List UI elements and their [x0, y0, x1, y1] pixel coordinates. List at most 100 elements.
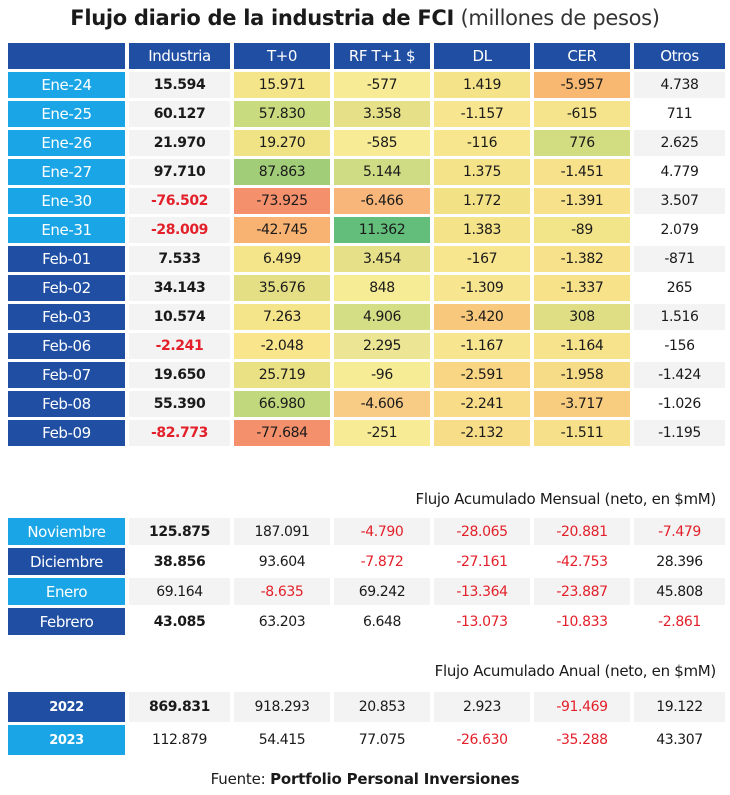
- row-date-label: Ene-30: [8, 188, 125, 214]
- daily-row: Feb-01 7.533 6.499 3.454 -167 -1.382 -871: [8, 246, 725, 272]
- row-date-label: Feb-06: [8, 333, 125, 359]
- monthly-value: -27.161: [434, 548, 530, 575]
- otros-value: 4.779: [634, 159, 725, 185]
- source-name: Portfolio Personal Inversiones: [270, 770, 520, 788]
- annual-value: 20.853: [334, 692, 430, 722]
- header-rf-t1: RF T+1 $: [334, 43, 430, 69]
- annual-period-label: 2022: [8, 692, 125, 722]
- row-date-label: Feb-03: [8, 304, 125, 330]
- annual-row: 2023 112.879 54.415 77.075 -26.630 -35.288 43.…: [8, 725, 725, 755]
- monthly-value: -20.881: [534, 518, 630, 545]
- monthly-period-label: Noviembre: [8, 518, 125, 545]
- row-date-label: Feb-07: [8, 362, 125, 388]
- heatmap-cell: 776: [534, 130, 630, 156]
- heatmap-cell: -1.309: [434, 275, 530, 301]
- heatmap-cell: -3.717: [534, 391, 630, 417]
- annual-flow-table: 2022 869.831 918.293 20.853 2.923 -91.469 19.1…: [4, 689, 729, 758]
- heatmap-cell: 19.270: [234, 130, 330, 156]
- annual-row: 2022 869.831 918.293 20.853 2.923 -91.469 19.1…: [8, 692, 725, 722]
- heatmap-cell: 11.362: [334, 217, 430, 243]
- heatmap-cell: 1.419: [434, 72, 530, 98]
- daily-flow-table: Industria T+0 RF T+1 $ DL CER Otros Ene-…: [4, 40, 729, 449]
- heatmap-cell: 15.971: [234, 72, 330, 98]
- monthly-value: -28.065: [434, 518, 530, 545]
- heatmap-cell: -1.157: [434, 101, 530, 127]
- header-otros: Otros: [634, 43, 725, 69]
- row-date-label: Ene-27: [8, 159, 125, 185]
- industria-value: -76.502: [129, 188, 230, 214]
- heatmap-cell: -4.606: [334, 391, 430, 417]
- heatmap-cell: -2.132: [434, 420, 530, 446]
- header-corner: [8, 43, 125, 69]
- otros-value: 3.507: [634, 188, 725, 214]
- monthly-period-label: Diciembre: [8, 548, 125, 575]
- heatmap-cell: -73.925: [234, 188, 330, 214]
- heatmap-cell: 6.499: [234, 246, 330, 272]
- otros-value: -1.026: [634, 391, 725, 417]
- monthly-value: 125.875: [129, 518, 230, 545]
- page-title: Flujo diario de la industria de FCI (mil…: [0, 6, 730, 30]
- monthly-value: 69.164: [129, 578, 230, 605]
- monthly-value: 93.604: [234, 548, 330, 575]
- heatmap-cell: 1.772: [434, 188, 530, 214]
- heatmap-cell: -585: [334, 130, 430, 156]
- monthly-value: -2.861: [634, 608, 725, 635]
- annual-value: -26.630: [434, 725, 530, 755]
- annual-section-title: Flujo Acumulado Anual (neto, en $mM): [434, 662, 717, 680]
- monthly-row: Noviembre 125.875 187.091 -4.790 -28.065 -20.…: [8, 518, 725, 545]
- annual-value: 19.122: [634, 692, 725, 722]
- heatmap-cell: -42.745: [234, 217, 330, 243]
- heatmap-cell: -1.511: [534, 420, 630, 446]
- industria-value: -28.009: [129, 217, 230, 243]
- industria-value: 55.390: [129, 391, 230, 417]
- source-note: Fuente: Portfolio Personal Inversiones: [0, 770, 730, 788]
- heatmap-cell: -96: [334, 362, 430, 388]
- monthly-value: 45.808: [634, 578, 725, 605]
- otros-value: 265: [634, 275, 725, 301]
- header-dl: DL: [434, 43, 530, 69]
- monthly-value: -8.635: [234, 578, 330, 605]
- monthly-value: 63.203: [234, 608, 330, 635]
- industria-value: 97.710: [129, 159, 230, 185]
- heatmap-cell: -1.164: [534, 333, 630, 359]
- heatmap-cell: -5.957: [534, 72, 630, 98]
- monthly-value: -23.887: [534, 578, 630, 605]
- daily-row: Feb-09 -82.773 -77.684 -251 -2.132 -1.511 -1.1…: [8, 420, 725, 446]
- monthly-section-title: Flujo Acumulado Mensual (neto, en $mM): [415, 490, 717, 508]
- heatmap-cell: 3.358: [334, 101, 430, 127]
- daily-row: Feb-08 55.390 66.980 -4.606 -2.241 -3.717 -1.0…: [8, 391, 725, 417]
- annual-value: 2.923: [434, 692, 530, 722]
- heatmap-cell: 848: [334, 275, 430, 301]
- daily-row: Ene-27 97.710 87.863 5.144 1.375 -1.451 4.779: [8, 159, 725, 185]
- otros-value: 4.738: [634, 72, 725, 98]
- daily-row: Ene-25 60.127 57.830 3.358 -1.157 -615 711: [8, 101, 725, 127]
- heatmap-cell: -167: [434, 246, 530, 272]
- heatmap-cell: 7.263: [234, 304, 330, 330]
- heatmap-cell: -1.958: [534, 362, 630, 388]
- industria-value: 7.533: [129, 246, 230, 272]
- monthly-row: Febrero 43.085 63.203 6.648 -13.073 -10.833 -2…: [8, 608, 725, 635]
- row-date-label: Feb-08: [8, 391, 125, 417]
- heatmap-cell: -1.391: [534, 188, 630, 214]
- header-industria: Industria: [129, 43, 230, 69]
- annual-value: 54.415: [234, 725, 330, 755]
- monthly-value: -4.790: [334, 518, 430, 545]
- row-date-label: Ene-26: [8, 130, 125, 156]
- industria-value: 19.650: [129, 362, 230, 388]
- otros-value: -871: [634, 246, 725, 272]
- industria-value: 60.127: [129, 101, 230, 127]
- heatmap-cell: 4.906: [334, 304, 430, 330]
- title-units: (millones de pesos): [460, 6, 660, 30]
- heatmap-cell: -251: [334, 420, 430, 446]
- daily-row: Ene-26 21.970 19.270 -585 -116 776 2.625: [8, 130, 725, 156]
- monthly-row: Enero 69.164 -8.635 69.242 -13.364 -23.887 45.…: [8, 578, 725, 605]
- otros-value: 711: [634, 101, 725, 127]
- heatmap-cell: 1.375: [434, 159, 530, 185]
- daily-row: Feb-03 10.574 7.263 4.906 -3.420 308 1.516: [8, 304, 725, 330]
- industria-value: 34.143: [129, 275, 230, 301]
- monthly-value: -7.872: [334, 548, 430, 575]
- otros-value: 2.079: [634, 217, 725, 243]
- monthly-period-label: Febrero: [8, 608, 125, 635]
- industria-value: 10.574: [129, 304, 230, 330]
- heatmap-cell: 1.383: [434, 217, 530, 243]
